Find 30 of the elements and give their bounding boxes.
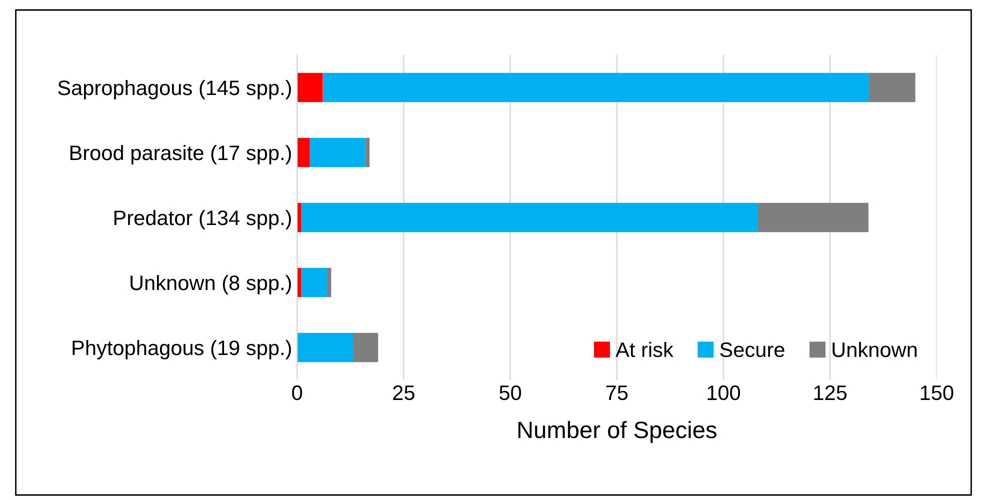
x-tick-label: 25 xyxy=(393,385,414,400)
x-tick-label: 150 xyxy=(920,385,954,400)
bar xyxy=(352,332,378,362)
bar xyxy=(310,138,366,168)
y-tick-label: Phytophagous (19 spp.) xyxy=(72,340,291,360)
y-tick-label: Unknown (8 spp.) xyxy=(130,274,291,294)
legend-label: At risk xyxy=(616,342,674,358)
x-tick-label: 75 xyxy=(606,386,628,400)
bar xyxy=(297,202,302,232)
x-tick-label: 125 xyxy=(814,385,847,400)
y-tick-label: Predator (134 spp.) xyxy=(114,210,291,230)
bar xyxy=(301,202,758,232)
bar xyxy=(365,138,370,168)
bar xyxy=(297,72,323,102)
bar xyxy=(322,72,868,102)
bar xyxy=(297,268,302,298)
bar xyxy=(326,268,332,298)
x-axis-title: Number of Species xyxy=(518,420,716,443)
bar xyxy=(297,138,310,168)
legend-label: Secure xyxy=(720,342,784,358)
x-tick-label: 0 xyxy=(292,385,302,400)
bar xyxy=(297,332,353,362)
legend-label: Unknown xyxy=(832,342,917,358)
bar xyxy=(301,268,327,298)
x-tick-label: 100 xyxy=(708,385,740,400)
y-tick-label: Saprophagous (145 spp.) xyxy=(58,80,291,100)
y-tick-label: Brood parasite (17 spp.) xyxy=(70,144,291,164)
x-tick-label: 50 xyxy=(500,385,522,400)
bar xyxy=(868,72,916,102)
bar xyxy=(758,202,868,232)
